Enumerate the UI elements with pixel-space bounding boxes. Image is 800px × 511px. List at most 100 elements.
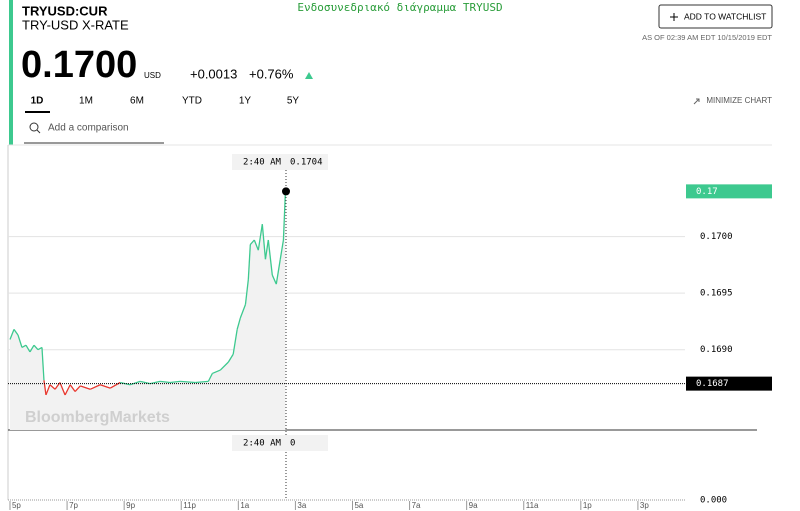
- reference-box: [686, 376, 772, 391]
- volume-tick-label: 0.000: [700, 496, 727, 506]
- page-title: Ενδοσυνεδριακό διάγραμμα TRYUSD: [297, 1, 502, 14]
- line-segment: [49, 384, 56, 390]
- line-segment: [236, 317, 241, 330]
- line-segment: [43, 380, 47, 396]
- plot: 0.1690 0.1695 0.1700 5p 7p 9p 11p 1a 3a 5a 7a 9a 11a…: [8, 154, 772, 510]
- line-segment: [17, 334, 23, 348]
- line-segment: [21, 344, 27, 349]
- hover-time: 2:40 AM: [243, 158, 282, 168]
- line-segment: [261, 224, 267, 260]
- watermark: BloombergMarkets: [25, 409, 170, 426]
- watchlist-button[interactable]: [658, 4, 773, 29]
- line-segment: [13, 328, 19, 336]
- line-segment: [89, 384, 101, 390]
- line-segment: [249, 239, 255, 245]
- line-segment: [195, 380, 209, 384]
- line-segment: [239, 304, 247, 319]
- ticker: TRYUSD:CUR: [22, 3, 108, 18]
- line-segment: [74, 385, 81, 392]
- hover-box: [231, 154, 328, 170]
- price: 0.1700: [21, 44, 137, 86]
- x-tick-label: 3a: [297, 501, 306, 510]
- x-tick-label: 11a: [526, 501, 539, 510]
- line-segment: [247, 244, 251, 280]
- x-tick-label: 5p: [12, 501, 21, 510]
- line-segment: [45, 384, 51, 396]
- line-segment: [219, 361, 229, 371]
- line-segment: [80, 385, 91, 390]
- line-segment: [170, 380, 181, 384]
- line-segment: [160, 380, 171, 384]
- line-segment: [120, 381, 131, 386]
- line-segment: [99, 384, 111, 389]
- currency: USD: [144, 71, 161, 80]
- line-segment: [264, 239, 269, 260]
- minimize-chart[interactable]: MINIMIZE CHART: [706, 96, 772, 105]
- range-tab[interactable]: 6M: [130, 96, 144, 107]
- line-segment: [37, 346, 43, 351]
- plus-icon: [670, 13, 678, 21]
- reference-label: 0.1687: [696, 379, 729, 389]
- x-tick-label: 5a: [354, 501, 363, 510]
- line-segment: [180, 380, 196, 384]
- line-segment: [25, 344, 31, 353]
- x-tick-label: 9a: [469, 501, 478, 510]
- hover-box: [231, 435, 328, 451]
- x-tick-label: 11p: [183, 501, 196, 510]
- y-tick-label: 0.1700: [700, 232, 733, 242]
- active-tab-underline: [25, 111, 50, 113]
- hover-value: 0.1704: [290, 158, 323, 168]
- change: +0.0013: [190, 66, 237, 81]
- line-segment: [257, 224, 263, 251]
- x-tick-label: 7a: [412, 501, 421, 510]
- watchlist-label[interactable]: ADD TO WATCHLIST: [684, 11, 766, 21]
- line-segment: [282, 191, 287, 241]
- search-icon-handle: [36, 129, 41, 134]
- line-segment: [244, 279, 249, 305]
- line-segment: [253, 239, 259, 251]
- minimize-icon: [693, 98, 700, 105]
- range-tabs: 1D 1M 6M YTD 1Y 5Y: [31, 96, 300, 107]
- last-price-box: [686, 184, 772, 199]
- line-segment: [207, 373, 213, 382]
- x-tick-label: 1a: [240, 501, 249, 510]
- line-segment: [232, 329, 238, 355]
- x-tick-label: 3p: [640, 501, 649, 510]
- y-tick-label: 0.1695: [700, 289, 733, 299]
- range-tab[interactable]: 1M: [79, 96, 93, 107]
- range-tab[interactable]: 1D: [31, 96, 44, 107]
- comparison-input[interactable]: Add a comparison: [48, 123, 129, 134]
- line-segment: [129, 380, 141, 386]
- instrument-name: TRY-USD X-RATE: [22, 17, 129, 32]
- up-arrow: [305, 72, 313, 79]
- line-segment: [41, 347, 45, 381]
- line-segment: [29, 344, 35, 353]
- line-segment: [149, 380, 161, 385]
- line-segment: [271, 274, 277, 285]
- change-pct: +0.76%: [249, 66, 294, 81]
- x-tick-label: 9p: [126, 501, 135, 510]
- accent-bar: [9, 0, 13, 145]
- line-segment: [59, 382, 66, 396]
- as-of: AS OF 02:39 AM EDT 10/15/2019 EDT: [642, 33, 772, 42]
- line-segment: [64, 384, 71, 396]
- line-segment: [9, 329, 15, 340]
- hover-value: 0: [290, 439, 295, 449]
- hover-time: 2:40 AM: [243, 439, 282, 449]
- search-icon: [29, 122, 39, 132]
- range-tab[interactable]: 5Y: [287, 96, 300, 107]
- range-tab[interactable]: YTD: [182, 96, 202, 107]
- range-tab[interactable]: 1Y: [239, 96, 252, 107]
- line-segment: [54, 382, 61, 390]
- last-price-label: 0.17: [696, 187, 718, 197]
- line-segment: [275, 259, 281, 285]
- line-segment: [267, 239, 273, 276]
- line-segment: [212, 369, 221, 375]
- line-segment: [227, 353, 234, 363]
- line-segment: [69, 384, 76, 392]
- line-segment: [279, 239, 285, 260]
- area: [9, 191, 286, 430]
- y-tick-label: 0.1690: [700, 345, 733, 355]
